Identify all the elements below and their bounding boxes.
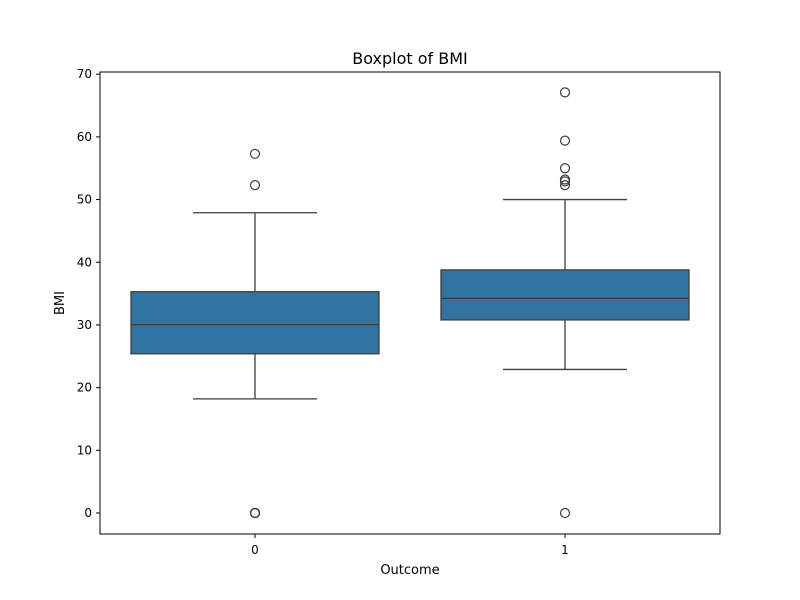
plot-frame [99, 71, 721, 535]
y-tick-label: 0 [84, 506, 92, 520]
outlier-point [559, 174, 571, 185]
chart-title: Boxplot of BMI [352, 49, 468, 68]
y-tick-label: 30 [77, 318, 92, 332]
y-tick-label: 60 [77, 130, 92, 144]
y-tick-label: 70 [77, 67, 92, 81]
y-tick-label: 20 [77, 381, 92, 395]
iqr-box [130, 291, 380, 355]
x-tick-label: 0 [251, 543, 259, 557]
outlier-point [249, 507, 261, 519]
outlier-point [559, 87, 571, 98]
y-tick-label: 10 [77, 443, 92, 457]
box-group-1 [440, 87, 690, 519]
outlier-point [559, 180, 571, 191]
x-axis-label: Outcome [380, 563, 439, 578]
outlier-point [249, 148, 261, 159]
outlier-point [559, 507, 571, 519]
axes: 0 10 20 30 40 50 60 70 0 1 [77, 67, 569, 557]
y-tick-label: 40 [77, 255, 92, 269]
y-tick-label: 50 [77, 193, 92, 207]
x-tick-label: 1 [561, 543, 569, 557]
outlier-point [249, 180, 261, 191]
outlier-point [559, 163, 571, 174]
iqr-box [440, 269, 690, 321]
y-axis-label: BMI [53, 291, 68, 315]
outlier-point [559, 135, 571, 146]
box-group-0 [130, 148, 380, 519]
plot-area [130, 87, 690, 519]
